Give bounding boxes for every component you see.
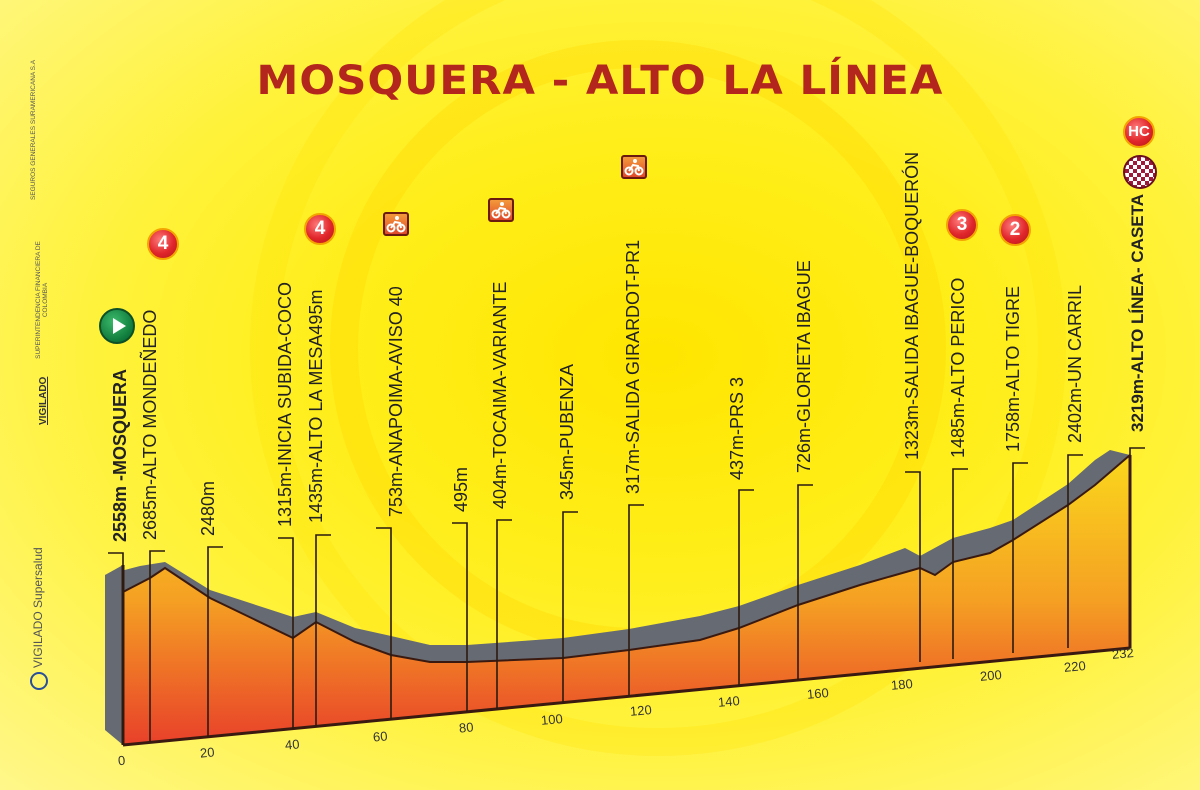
waypoint-label-495: 495m	[451, 466, 471, 512]
x-tick-220: 220	[1063, 658, 1087, 675]
start-icon	[99, 308, 135, 344]
x-tick-60: 60	[372, 728, 389, 745]
waypoint-label-glorieta: 726m-GLORIETA IBAGUE	[794, 260, 814, 473]
hors-categorie-climb-icon: HC	[1123, 116, 1155, 148]
profile-line	[122, 454, 1131, 663]
waypoint-label-un-carril: 2402m-UN CARRIL	[1065, 284, 1085, 443]
waypoint-label-prs3: 437m-PRS 3	[727, 376, 747, 480]
waypoint-label-mondenedo: 2685m-ALTO MONDEÑEDO	[140, 309, 160, 540]
sprint-bike-icon	[383, 212, 409, 236]
x-tick-40: 40	[284, 736, 301, 753]
x-axis-baseline	[122, 646, 1131, 747]
profile-shadow-band	[105, 450, 1130, 662]
waypoint-label-2480: 2480m	[198, 480, 218, 536]
waypoint-label-la-mesa: 1435m-ALTO LA MESA495m	[306, 289, 326, 523]
x-tick-160: 160	[806, 685, 830, 702]
bicycle-icon	[491, 202, 511, 219]
x-tick-100: 100	[540, 711, 564, 728]
x-tick-20: 20	[199, 744, 216, 761]
x-tick-200: 200	[979, 667, 1003, 684]
bicycle-icon	[624, 159, 644, 176]
waypoint-label-anapoima: 753m-ANAPOIMA-AVISO 40	[386, 286, 406, 517]
x-tick-232: 232	[1111, 645, 1135, 662]
category-3-climb-icon: 3	[946, 209, 978, 241]
category-4-climb-icon: 4	[304, 213, 336, 245]
bicycle-icon	[386, 216, 406, 233]
waypoint-label-pubenza: 345m-PUBENZA	[557, 363, 577, 500]
sprint-bike-icon	[621, 155, 647, 179]
profile-area	[123, 455, 1130, 745]
sprint-bike-icon	[488, 198, 514, 222]
x-tick-140: 140	[717, 693, 741, 710]
waypoint-label-alto-la-linea: 3219m-ALTO LÍNEA- CASETA	[1128, 193, 1147, 432]
category-2-climb-icon: 2	[999, 214, 1031, 246]
x-tick-120: 120	[629, 702, 653, 719]
waypoint-label-girardot: 317m-SALIDA GIRARDOT-PR1	[623, 239, 643, 494]
x-tick-0: 0	[117, 752, 126, 769]
profile-side-wall	[105, 565, 123, 745]
marker-lines	[108, 447, 1145, 745]
waypoint-label-mosquera: 2558m -MOSQUERA	[110, 368, 130, 542]
waypoint-label-tocaima: 404m-TOCAIMA-VARIANTE	[490, 281, 510, 509]
waypoint-label-boqueron: 1323m-SALIDA IBAGUE-BOQUERÓN	[902, 151, 922, 460]
finish-flag-icon	[1123, 155, 1157, 189]
waypoint-label-coco: 1315m-INICIA SUBIDA-COCO	[275, 281, 295, 527]
x-tick-180: 180	[890, 676, 914, 693]
waypoint-label-perico: 1485m-ALTO PERICO	[948, 277, 968, 458]
page-title: MOSQUERA - ALTO LA LÍNEA	[256, 58, 944, 104]
x-tick-80: 80	[458, 719, 475, 736]
category-4-climb-icon: 4	[147, 228, 179, 260]
waypoint-label-tigre: 1758m-ALTO TIGRE	[1003, 285, 1023, 452]
